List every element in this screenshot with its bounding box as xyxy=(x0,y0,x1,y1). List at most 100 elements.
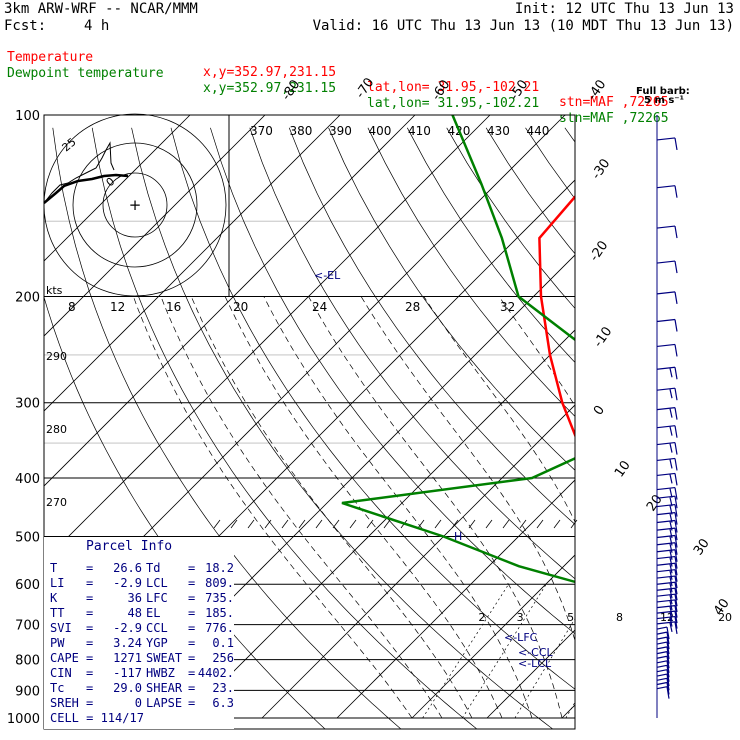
parcel-info-cell: SHEAR xyxy=(146,681,183,695)
parcel-info-cell: = xyxy=(188,561,196,575)
pressure-label-500: 500 xyxy=(15,530,40,545)
lfc-marker: <-LFC xyxy=(504,631,538,644)
wind-barb xyxy=(656,343,678,357)
dewpoint-profile-line xyxy=(341,115,575,584)
mixing-ratio-line xyxy=(565,701,575,719)
hodograph-ring-label-25: 25 xyxy=(60,135,79,154)
moist-adiabat xyxy=(190,296,473,719)
parcel-info-cell: 3.24 xyxy=(113,636,142,650)
moist-adiabat xyxy=(308,296,563,719)
parcel-info-cell: CCL xyxy=(146,621,168,635)
dry-adiabat xyxy=(564,127,575,143)
isotherm xyxy=(336,479,575,719)
barb-legend-line2: 5 m s⁻¹ xyxy=(644,95,684,106)
wind-barb xyxy=(656,660,670,673)
parcel-info-cell: Tc xyxy=(50,681,65,695)
dry-adiabat xyxy=(683,128,740,731)
wind-barb xyxy=(656,512,678,525)
tick-mark xyxy=(570,519,578,529)
wind-barb xyxy=(656,549,678,562)
tick-mark xyxy=(502,519,510,529)
wind-barb xyxy=(656,406,678,420)
dry-adiabat xyxy=(367,127,575,417)
init-time: Init: 12 UTC Thu 13 Jun 13 xyxy=(514,1,734,17)
hodograph-center-mark: + xyxy=(129,196,142,214)
parcel-info-cell: = xyxy=(86,681,94,695)
theta-label: 370 xyxy=(250,124,273,138)
tick-mark xyxy=(230,519,238,529)
parcel-info-cell: LFC xyxy=(146,591,168,605)
tick-mark xyxy=(213,519,221,529)
wind-barb xyxy=(656,472,678,486)
parcel-info-row: CIN = -117 HWBZ = 4402. xyxy=(50,666,234,681)
mixing-ratio-line xyxy=(462,584,547,719)
temperature-legend-latlon: lat,lon= 31.95,-102.21 xyxy=(367,80,540,95)
wind-barb xyxy=(656,587,678,601)
moist-adiabat xyxy=(224,296,503,719)
theta-e-label: 270 xyxy=(46,496,67,509)
wind-barb xyxy=(656,387,678,401)
isotherm-label: -10 xyxy=(591,324,615,350)
wind-barb xyxy=(656,631,670,645)
pressure-label-400: 400 xyxy=(15,472,40,487)
dry-adiabat xyxy=(210,127,575,635)
parcel-info-cell: = xyxy=(86,576,94,590)
parcel-info-cell: = xyxy=(86,666,94,680)
isotherm-label: -50 xyxy=(507,77,531,103)
parcel-info-cell: = xyxy=(188,576,196,590)
isotherm xyxy=(44,115,416,487)
isotherm-label: -60 xyxy=(429,77,453,103)
wind-barb xyxy=(656,542,678,555)
parcel-info-cell: 18.2 xyxy=(205,561,234,575)
barb-legend-line1: Full barb: xyxy=(636,86,690,97)
parcel-info-cell: 776. xyxy=(205,621,234,635)
isotherm xyxy=(44,115,191,262)
dry-adiabat xyxy=(288,127,575,525)
valid-time: Valid: 16 UTC Thu 13 Jun 13 (10 MDT Thu … xyxy=(312,18,734,34)
parcel-info-cell: 23. xyxy=(212,681,234,695)
moist-adiabat xyxy=(160,296,443,719)
isotherm-label: 0 xyxy=(591,403,608,418)
parcel-info-cell: 1271 xyxy=(113,651,142,665)
parcel-info-cell: = xyxy=(86,651,94,665)
parcel-info-title: Parcel Info xyxy=(86,539,173,554)
wind-barb xyxy=(656,593,678,607)
parcel-info-cell: 6.3 xyxy=(212,696,234,710)
theta-label: 430 xyxy=(487,124,510,138)
parcel-info-cell: 735. xyxy=(205,591,234,605)
parcel-info-cell: SREH xyxy=(50,696,79,710)
theta-label: 380 xyxy=(290,124,313,138)
wind-barb xyxy=(656,655,670,669)
parcel-info-cell: = xyxy=(188,636,196,650)
wind-barb xyxy=(656,527,678,541)
dry-adiabat xyxy=(52,127,402,729)
wind-barb xyxy=(656,581,678,595)
parcel-info-row: LI = -2.9 LCL = 809. xyxy=(50,576,234,591)
wind-barb xyxy=(656,555,678,569)
wind-speed-label: 12 xyxy=(110,300,125,314)
parcel-info-row: CAPE = 1271 SWEAT = 256 xyxy=(50,651,234,666)
dewpoint-legend-latlon: lat,lon= 31.95,-102.21 xyxy=(367,96,540,111)
wind-barb xyxy=(656,457,678,471)
isotherm-label: 30 xyxy=(691,536,713,558)
moist-adiabat xyxy=(133,296,413,719)
dry-adiabat xyxy=(328,127,575,471)
parcel-info-cell: SVI xyxy=(50,621,72,635)
wind-barb xyxy=(656,425,678,438)
theta-label: 390 xyxy=(329,124,352,138)
dry-adiabat xyxy=(723,128,740,731)
parcel-info-row: K = 36 LFC = 735. xyxy=(50,591,234,606)
hodograph-trace-thick xyxy=(43,173,129,204)
dewpoint-legend-xy: x,y=352.97,231.15 xyxy=(203,81,337,96)
pressure-label-700: 700 xyxy=(15,619,40,634)
wind-barb xyxy=(656,677,670,691)
isotherm xyxy=(712,115,740,718)
dry-adiabat xyxy=(446,127,575,309)
parcel-info-cell: 36 xyxy=(127,591,142,605)
tick-mark xyxy=(383,519,391,529)
wind-speed-label: 24 xyxy=(312,300,327,314)
parcel-info-cell: 4402. xyxy=(197,666,234,680)
isotherm-label: -40 xyxy=(585,77,609,103)
parcel-info-cell: TT xyxy=(50,606,65,620)
parcel-info-row: TT = 48 EL = 185. xyxy=(50,606,234,621)
